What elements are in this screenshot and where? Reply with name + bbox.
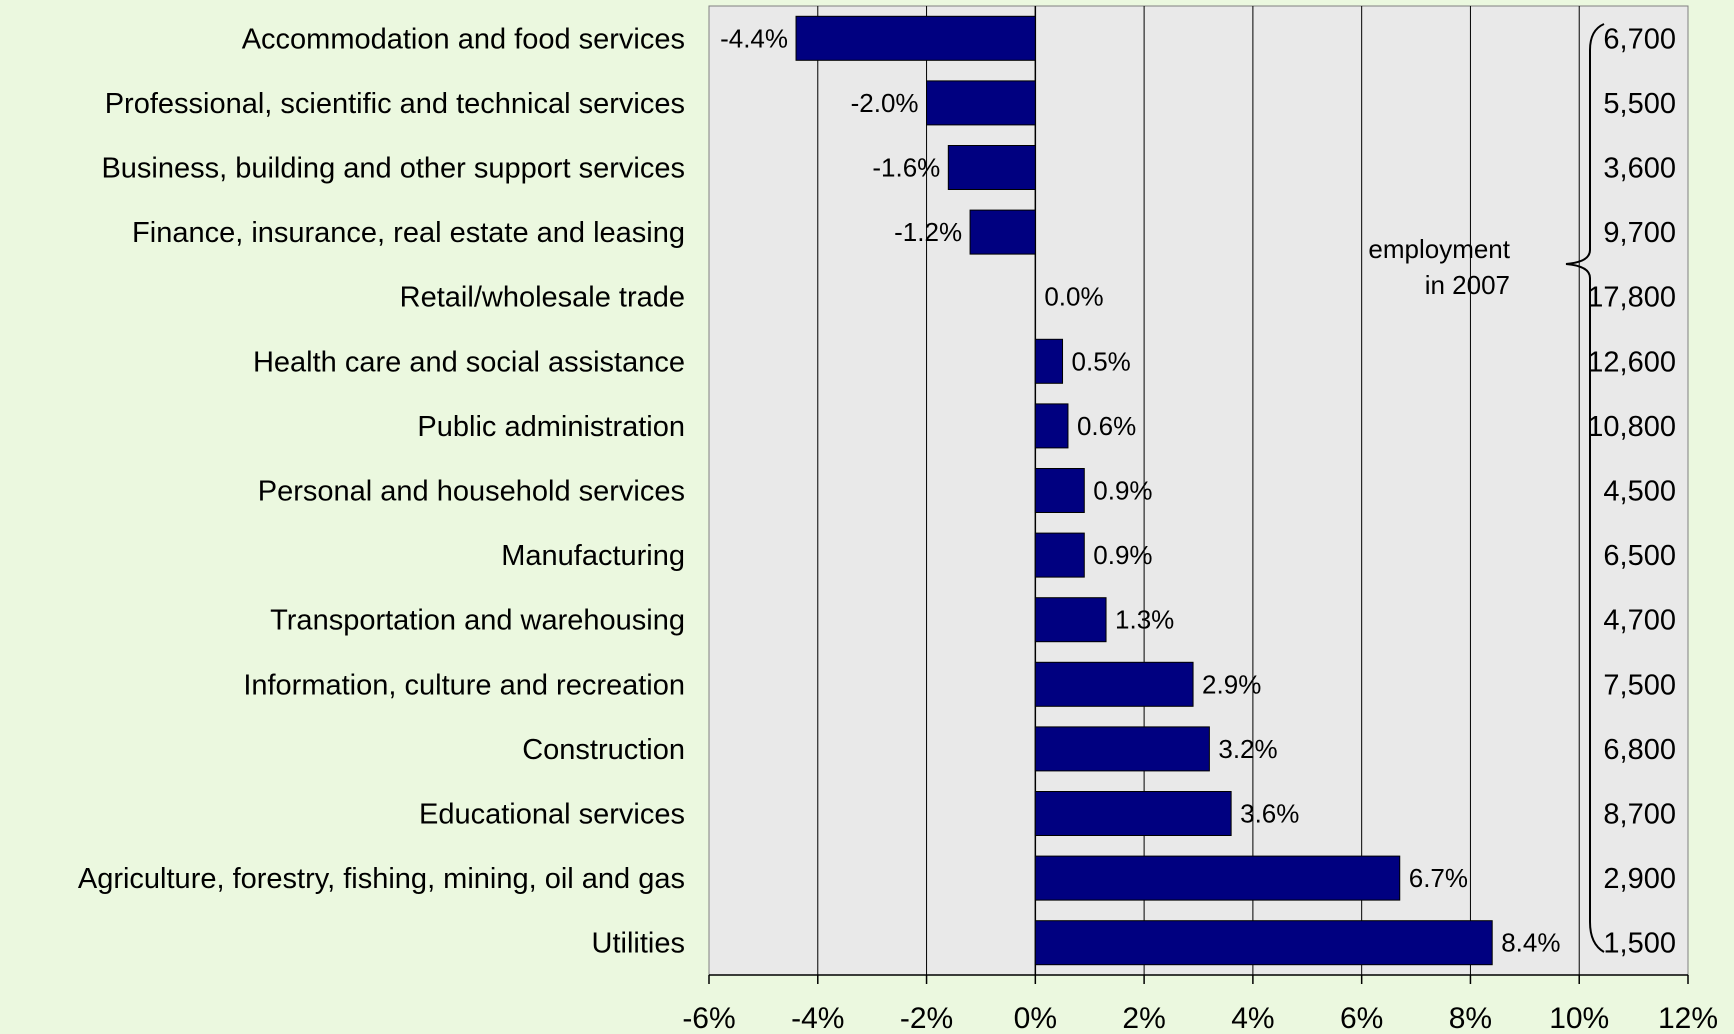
x-tick-label: -6% [682, 1002, 735, 1034]
x-tick-label: -4% [791, 1002, 844, 1034]
x-tick-label: 4% [1231, 1002, 1274, 1034]
x-axis: -6% -4% -2% 0% 2% 4% 6% 8% 10% 12% [682, 974, 1718, 1034]
employment-value: 17,800 [1587, 282, 1676, 314]
data-label: -1.2% [894, 217, 962, 247]
bar [1034, 468, 1085, 513]
category-label: Health care and social assistance [253, 346, 685, 378]
employment-value: 6,700 [1603, 23, 1676, 55]
category-label: Agriculture, forestry, fishing, mining, … [78, 863, 685, 895]
data-label: 6.7% [1409, 863, 1468, 893]
employment-value: 10,800 [1587, 411, 1676, 443]
data-label: -4.4% [720, 23, 788, 53]
x-tick-label: 6% [1340, 1002, 1383, 1034]
category-label: Personal and household services [258, 476, 685, 508]
employment-value: 12,600 [1587, 346, 1676, 378]
data-label: 0.6% [1077, 411, 1136, 441]
bar [926, 80, 1036, 126]
category-label: Public administration [417, 411, 685, 443]
category-label: Information, culture and recreation [243, 669, 685, 701]
category-label: Professional, scientific and technical s… [105, 88, 685, 120]
data-label: 8.4% [1501, 928, 1560, 958]
bar [1034, 855, 1401, 901]
employment-value: 1,500 [1603, 928, 1676, 960]
x-tick-label: 2% [1122, 1002, 1165, 1034]
employment-value: 3,600 [1603, 153, 1676, 185]
bar [1034, 403, 1069, 449]
x-tick-label: 10% [1549, 1002, 1609, 1034]
x-tick-label: 12% [1658, 1002, 1718, 1034]
data-label: 3.2% [1218, 734, 1277, 764]
x-tick-label: -2% [900, 1002, 953, 1034]
employment-value: 4,700 [1603, 605, 1676, 637]
data-label: -1.6% [872, 153, 940, 183]
data-label: 2.9% [1202, 669, 1261, 699]
data-label: 1.3% [1115, 605, 1174, 635]
data-label: 0.9% [1093, 476, 1152, 506]
employment-value: 8,700 [1603, 799, 1676, 831]
category-labels: Accommodation and food services Professio… [78, 23, 685, 959]
annotation-line-1: employment [1368, 234, 1510, 264]
category-label: Manufacturing [501, 540, 685, 572]
bar [969, 209, 1036, 255]
data-label: -2.0% [851, 88, 919, 118]
category-label: Educational services [419, 799, 685, 831]
employment-value: 9,700 [1603, 217, 1676, 249]
bar [795, 15, 1036, 61]
bar [1034, 597, 1107, 643]
category-label: Business, building and other support ser… [101, 153, 685, 185]
x-tick-label: 0% [1014, 1002, 1057, 1034]
value-labels: -4.4% -2.0% -1.6% -1.2% 0.0% 0.5% 0.6% 0.9% 0.9%… [720, 23, 1560, 957]
employment-value: 6,500 [1603, 540, 1676, 572]
employment-value: 5,500 [1603, 88, 1676, 120]
category-label: Construction [522, 734, 685, 766]
bar [1034, 920, 1493, 966]
employment-labels: 6,700 5,500 3,600 9,700 17,800 12,600 10,800 4,… [1587, 23, 1676, 959]
category-label: Accommodation and food services [242, 23, 685, 55]
data-label: 0.9% [1093, 540, 1152, 570]
bar [947, 145, 1036, 190]
x-tick-label: 8% [1449, 1002, 1492, 1034]
category-label: Finance, insurance, real estate and leas… [132, 217, 685, 249]
employment-brace [1565, 23, 1605, 953]
category-label: Utilities [592, 928, 685, 960]
bar [1034, 791, 1232, 836]
category-label: Transportation and warehousing [270, 605, 685, 637]
bar [1034, 661, 1194, 707]
bar [1034, 726, 1210, 772]
annotation-line-2: in 2007 [1425, 270, 1510, 300]
employment-value: 6,800 [1603, 734, 1676, 766]
bar [1034, 338, 1064, 384]
employment-annotation: employment in 2007 [1368, 23, 1605, 953]
data-label: 0.0% [1044, 282, 1103, 312]
employment-value: 4,500 [1603, 476, 1676, 508]
category-label: Retail/wholesale trade [400, 282, 685, 314]
data-label: 3.6% [1240, 799, 1299, 829]
bars [795, 15, 1493, 966]
employment-value: 2,900 [1603, 863, 1676, 895]
employment-value: 7,500 [1603, 669, 1676, 701]
bar [1034, 532, 1085, 578]
data-label: 0.5% [1072, 346, 1131, 376]
